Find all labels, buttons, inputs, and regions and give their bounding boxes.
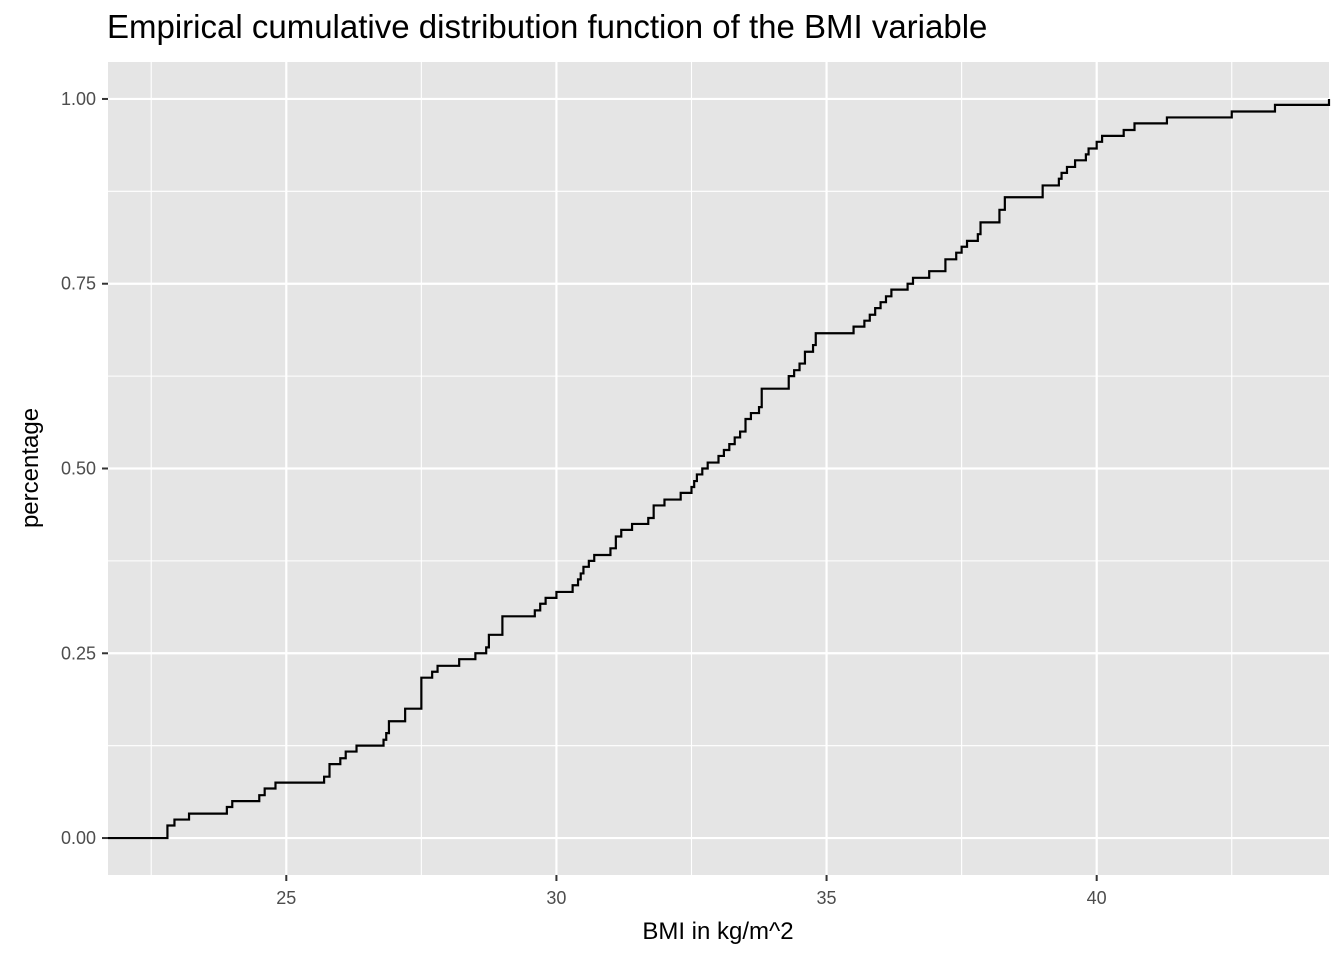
y-axis: 0.00 0.25 0.50 0.75 1.00	[61, 89, 108, 848]
x-tick-label: 25	[276, 888, 296, 908]
x-axis-title: BMI in kg/m^2	[642, 918, 793, 945]
y-tick-label: 1.00	[61, 89, 96, 109]
x-tick-label: 40	[1087, 888, 1107, 908]
x-tick-label: 30	[546, 888, 566, 908]
ecdf-step-line	[108, 98, 1331, 840]
y-tick-label: 0.00	[61, 828, 96, 848]
y-tick-label: 0.50	[61, 459, 96, 479]
major-gridlines	[108, 62, 1329, 875]
minor-gridlines	[108, 62, 1329, 875]
chart-title: Empirical cumulative distribution functi…	[107, 8, 988, 45]
y-tick-label: 0.25	[61, 643, 96, 663]
y-axis-title: percentage	[17, 408, 44, 528]
x-axis: 25 30 35 40	[276, 875, 1107, 908]
y-tick-label: 0.75	[61, 274, 96, 294]
x-tick-label: 35	[817, 888, 837, 908]
